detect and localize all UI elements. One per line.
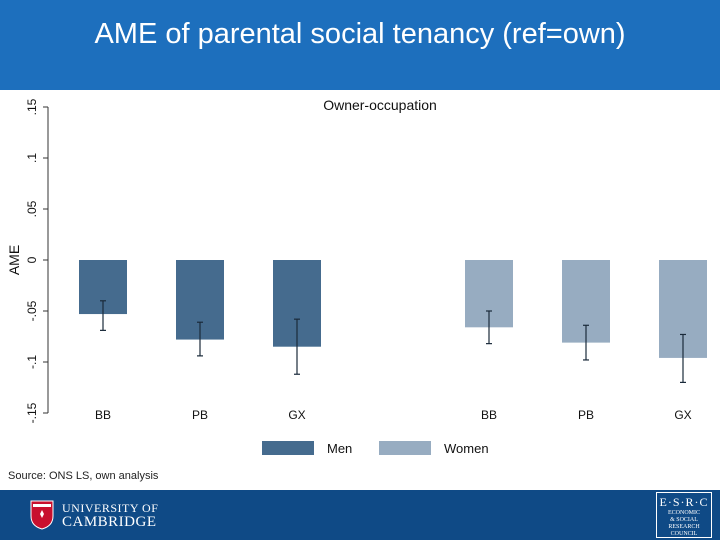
y-tick-label: 0 xyxy=(25,256,39,263)
cambridge-crest-icon xyxy=(30,500,54,530)
ame-bar-chart: Owner-occupation -.15 -.1 -.05 0 .05 .1 .15 AME B… xyxy=(6,97,707,456)
x-tick-label: BB xyxy=(95,408,111,422)
esrc-logo-line1: E·S·R·C xyxy=(659,495,709,509)
legend-swatch-men xyxy=(262,441,314,455)
x-tick-label: PB xyxy=(578,408,594,422)
footer-bar: UNIVERSITY OF CAMBRIDGE E·S·R·C ECONOMIC… xyxy=(0,490,720,540)
legend-swatch-women xyxy=(379,441,431,455)
y-tick-label: .1 xyxy=(25,153,39,163)
x-tick-label: GX xyxy=(288,408,305,422)
esrc-logo-line3: & SOCIAL xyxy=(670,517,698,523)
source-note: Source: ONS LS, own analysis xyxy=(8,470,159,482)
y-tick-label: -.15 xyxy=(25,402,39,423)
esrc-logo-line5: COUNCIL xyxy=(670,531,698,537)
chart-area: Owner-occupation -.15 -.1 -.05 0 .05 .1 .15 AME B… xyxy=(0,90,720,490)
y-tick-label: .05 xyxy=(25,200,39,217)
esrc-logo: E·S·R·C ECONOMIC & SOCIAL RESEARCH COUNC… xyxy=(656,492,712,538)
x-tick-label: BB xyxy=(481,408,497,422)
x-tick-label: GX xyxy=(674,408,691,422)
cambridge-logo-line2: CAMBRIDGE xyxy=(62,514,157,530)
slide-title: AME of parental social tenancy (ref=own) xyxy=(94,18,626,50)
y-tick-label: -.1 xyxy=(25,355,39,369)
y-tick-label: .15 xyxy=(25,98,39,115)
x-tick-label: PB xyxy=(192,408,208,422)
slide-header: AME of parental social tenancy (ref=own) xyxy=(0,0,720,90)
legend-label-women: Women xyxy=(444,441,489,456)
cambridge-logo-line1: UNIVERSITY OF xyxy=(62,501,159,515)
legend-label-men: Men xyxy=(327,441,352,456)
esrc-logo-line4: RESEARCH xyxy=(668,524,700,530)
chart-title: Owner-occupation xyxy=(323,97,437,113)
esrc-logo-line2: ECONOMIC xyxy=(667,510,700,516)
y-tick-label: -.05 xyxy=(25,300,39,321)
cambridge-logo: UNIVERSITY OF CAMBRIDGE xyxy=(30,498,158,532)
y-axis-label: AME xyxy=(6,245,22,275)
